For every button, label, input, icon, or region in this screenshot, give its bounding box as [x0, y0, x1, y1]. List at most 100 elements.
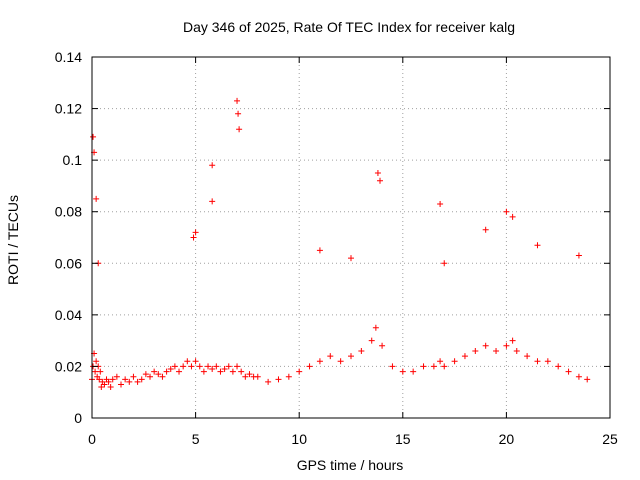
data-point [430, 363, 437, 370]
data-point [565, 368, 572, 375]
data-point [235, 110, 242, 117]
data-point [147, 373, 154, 380]
data-point [134, 378, 141, 385]
data-point [142, 371, 149, 378]
y-tick-label: 0.12 [55, 101, 82, 117]
data-point [97, 368, 104, 375]
data-point [437, 358, 444, 365]
data-point [575, 373, 582, 380]
data-point [482, 226, 489, 233]
y-tick-label: 0.02 [55, 358, 82, 374]
data-point [105, 378, 112, 385]
data-point [188, 363, 195, 370]
axis-ticks [91, 56, 611, 419]
data-point [503, 342, 510, 349]
data-point [209, 366, 216, 373]
x-tick-labels: 0 5 10 15 20 25 [88, 431, 618, 447]
data-point [534, 242, 541, 249]
data-point [107, 384, 114, 391]
data-point [534, 358, 541, 365]
data-point [138, 376, 145, 383]
data-point [316, 247, 323, 254]
data-point [234, 97, 241, 104]
data-point [306, 363, 313, 370]
data-point [358, 347, 365, 354]
data-point [584, 376, 591, 383]
data-point [399, 368, 406, 375]
data-point [184, 358, 191, 365]
data-point [159, 373, 166, 380]
data-point [482, 342, 489, 349]
data-point [377, 177, 384, 184]
data-point [461, 353, 468, 360]
grid-lines [92, 57, 610, 418]
x-tick-label: 15 [395, 431, 411, 447]
data-point [275, 376, 282, 383]
data-point [246, 371, 253, 378]
data-point [209, 162, 216, 169]
y-tick-label: 0.14 [55, 49, 82, 65]
data-point [242, 373, 249, 380]
data-point [372, 324, 379, 331]
data-point [316, 358, 323, 365]
data-point [90, 133, 97, 140]
data-point [544, 358, 551, 365]
data-point [493, 347, 500, 354]
data-point [122, 376, 129, 383]
data-point [92, 368, 99, 375]
data-point [96, 376, 103, 383]
data-point [410, 368, 417, 375]
data-point [180, 363, 187, 370]
data-point [265, 378, 272, 385]
y-tick-label: 0.1 [63, 152, 83, 168]
data-point [93, 358, 100, 365]
data-point [524, 353, 531, 360]
data-point [209, 198, 216, 205]
x-tick-label: 10 [291, 431, 307, 447]
data-point [348, 353, 354, 360]
x-tick-label: 0 [88, 431, 96, 447]
data-points [89, 97, 591, 391]
data-point [254, 373, 261, 380]
data-point [118, 381, 125, 388]
data-point [503, 208, 510, 215]
data-point [155, 371, 162, 378]
y-tick-labels: 0 0.02 0.04 0.06 0.08 0.1 0.12 0.14 [55, 49, 82, 426]
data-point [374, 170, 381, 177]
data-point [368, 337, 375, 344]
data-point [205, 363, 212, 370]
data-point [420, 363, 427, 370]
data-point [337, 358, 344, 365]
data-point [555, 363, 562, 370]
data-point [101, 381, 108, 388]
data-point [196, 363, 203, 370]
data-point [472, 347, 479, 354]
data-point [437, 200, 444, 207]
data-point [379, 342, 386, 349]
data-point [575, 252, 582, 259]
data-point [190, 234, 197, 241]
data-point [93, 195, 100, 202]
data-point [192, 229, 199, 236]
y-tick-label: 0.06 [55, 255, 82, 271]
data-point [126, 378, 133, 385]
data-point [113, 373, 120, 380]
data-point [221, 366, 228, 373]
data-point [167, 366, 174, 373]
data-point [441, 363, 448, 370]
data-point [236, 126, 243, 133]
y-tick-label: 0.08 [55, 204, 82, 220]
y-axis-label: ROTI / TECUs [5, 195, 21, 285]
data-point [163, 368, 170, 375]
plot-frame [91, 56, 611, 419]
data-point [509, 337, 516, 344]
data-point [171, 363, 178, 370]
data-point [296, 368, 303, 375]
data-point [229, 368, 236, 375]
data-point [509, 213, 516, 220]
chart-title: Day 346 of 2025, Rate Of TEC Index for r… [183, 19, 515, 35]
data-point [441, 260, 448, 267]
x-tick-label: 5 [192, 431, 200, 447]
y-tick-label: 0 [74, 410, 82, 426]
